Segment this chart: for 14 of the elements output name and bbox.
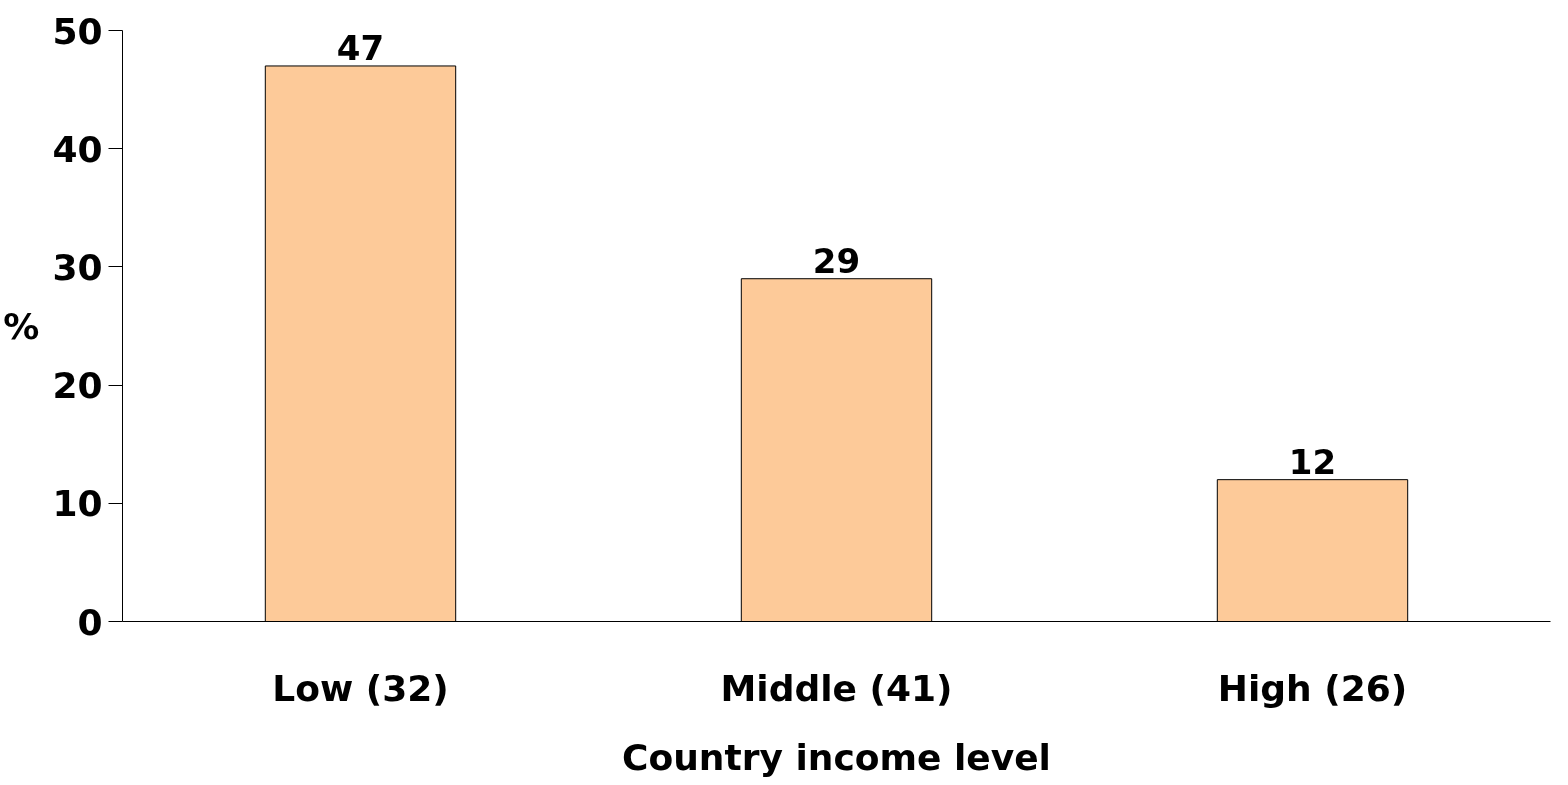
- data-label: 47: [336, 27, 385, 68]
- y-tick-label: 40: [52, 128, 103, 170]
- x-tick-label: Middle (41): [720, 667, 953, 709]
- x-tick-label: High (26): [1217, 667, 1408, 709]
- y-axis-title: %: [3, 305, 40, 347]
- data-label: 29: [812, 240, 861, 281]
- x-axis-title: Country income level: [622, 736, 1051, 778]
- y-tick-label: 10: [52, 483, 103, 525]
- y-tick-label: 50: [52, 10, 103, 52]
- y-tick-label: 0: [77, 601, 103, 643]
- y-tick-label: 30: [52, 246, 103, 288]
- y-tick-label: 20: [52, 365, 103, 407]
- data-label: 12: [1288, 441, 1337, 482]
- x-tick-label: Low (32): [272, 667, 449, 709]
